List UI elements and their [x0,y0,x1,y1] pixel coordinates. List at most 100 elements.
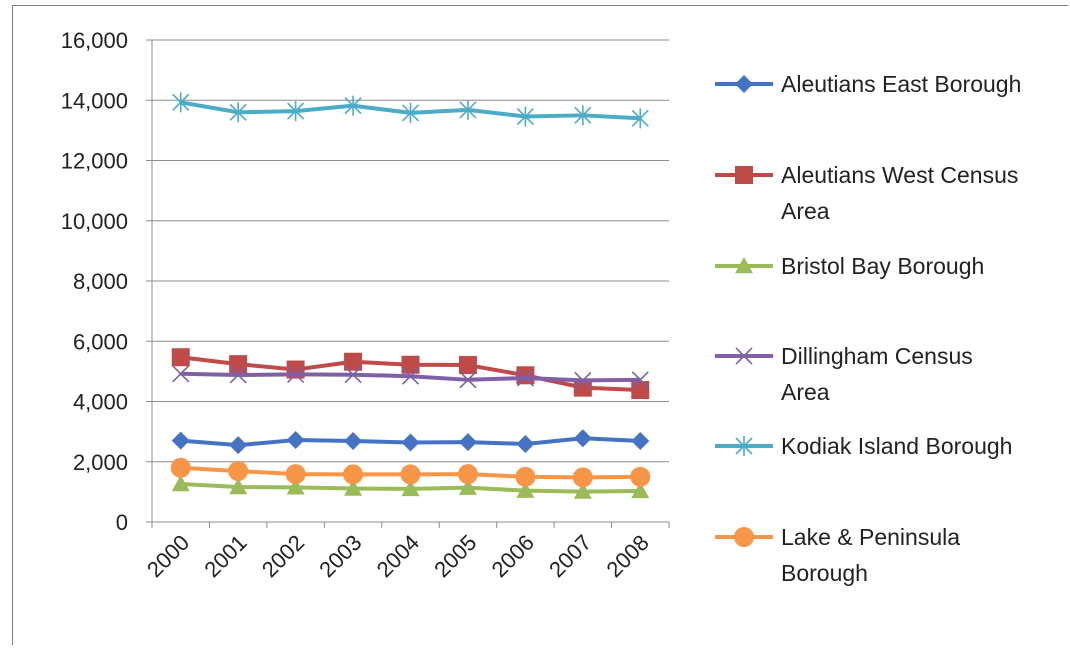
legend-label: Borough [781,560,868,586]
y-tick-label: 16,000 [61,28,128,53]
data-point [573,482,592,499]
legend-label: Kodiak Island Borough [781,433,1012,459]
x-tick-label: 2001 [199,530,251,582]
legend-swatch-marker [735,436,753,456]
x-marker-stroke [287,365,305,383]
x-marker-stroke [344,366,362,384]
data-point [458,356,477,375]
x-marker-stroke [735,347,753,365]
series-4 [172,92,649,129]
x-tick-label: 2006 [487,530,539,582]
legend-swatch-marker [735,75,753,93]
data-point [229,102,247,123]
data-point [401,367,420,385]
data-point [516,366,535,385]
legend-item: Dillingham Census Area [715,343,973,405]
legend-item: Lake & Peninsula Borough [715,524,960,586]
x-axis-tick-labels: 2000 2001 2002 2003 2004 2005 2006 2007 2008 [142,530,654,582]
data-point [344,95,362,116]
series-lines [170,92,651,499]
x-marker-stroke [631,371,649,389]
y-tick-label: 0 [116,510,128,535]
y-tick-label: 4,000 [73,390,128,415]
y-tick-label: 14,000 [61,88,128,113]
data-point [630,466,651,487]
data-point [516,434,535,453]
x-marker-stroke [574,371,592,389]
data-point [172,92,190,113]
data-point [573,429,592,448]
x-tick-label: 2008 [602,530,654,582]
y-tick-label: 10,000 [61,209,128,234]
data-point [285,464,306,485]
data-point [458,433,477,452]
data-point [574,371,592,389]
legend-label: Dillingham Census [781,343,973,369]
x-tick-label: 2007 [544,530,596,582]
legend-label: Lake & Peninsula [781,524,960,550]
data-point [631,371,649,389]
data-point [229,355,248,374]
data-point [401,102,420,123]
legend-item: Bristol Bay Borough [715,253,984,279]
legend-swatch-marker [735,257,753,274]
chart-frame [12,5,1068,645]
data-point [574,105,592,126]
data-point [344,352,363,371]
series-2 [171,475,650,499]
data-point [170,457,191,478]
series-5 [170,457,651,488]
legend-swatch-marker [734,527,754,547]
legend-label: Aleutians West Census [781,162,1018,188]
legend-swatch-marker [735,347,753,365]
data-point [401,433,420,452]
data-point [459,99,477,120]
data-point [229,436,248,455]
x-tick-label: 2003 [314,530,366,582]
data-point [286,478,305,495]
x-marker-stroke [459,371,477,389]
data-point [287,101,305,122]
data-point [286,431,305,450]
gridlines [152,39,669,463]
series-3 [172,365,649,389]
legend-swatch-marker [735,166,753,184]
data-point [229,478,248,495]
x-marker-stroke [229,366,247,384]
legend-label: Area [781,198,830,224]
axes [146,39,670,528]
data-point [344,431,363,450]
data-point [516,106,534,127]
data-point [343,464,364,485]
y-tick-label: 6,000 [73,329,128,354]
data-point [515,466,536,487]
x-marker-stroke [401,367,420,385]
data-point [171,431,190,450]
data-point [458,478,477,495]
x-tick-label: 2004 [372,530,424,582]
legend-item: Aleutians East Borough [715,71,1021,97]
data-point [631,431,650,450]
legend-item: Kodiak Island Borough [715,433,1012,459]
y-axis-tick-labels: 0 2,000 4,000 6,000 8,000 10,000 12,000 14,000 1… [61,28,128,535]
data-point [344,366,362,384]
data-point [401,479,420,497]
legend: Aleutians East Borough Aleutians West Cen… [715,71,1021,586]
x-tick-label: 2002 [257,530,309,582]
legend-label: Bristol Bay Borough [781,253,984,279]
data-point [228,461,249,482]
data-point [516,481,535,498]
data-point [229,366,247,384]
data-point [516,369,534,387]
data-point [631,381,650,400]
data-point [572,467,593,488]
series-0 [171,429,650,455]
data-point [171,475,190,492]
legend-label: Area [781,379,830,405]
y-tick-label: 2,000 [73,450,128,475]
legend-item: Aleutians West Census Area [715,162,1018,224]
data-point [401,355,420,374]
data-point [631,108,649,129]
data-point [344,479,363,496]
